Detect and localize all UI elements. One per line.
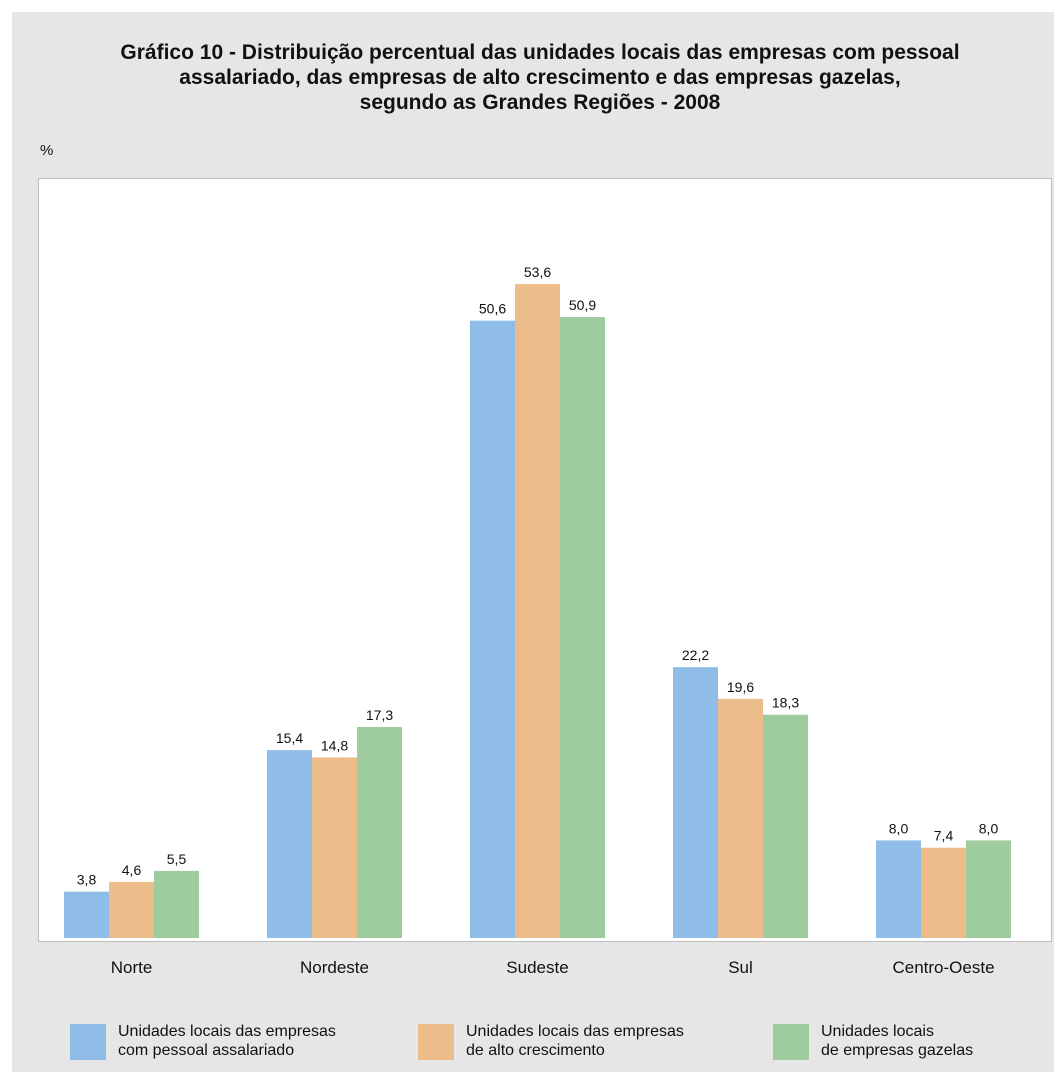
category-label-sul: Sul: [728, 958, 753, 977]
legend-label-line: com pessoal assalariado: [118, 1042, 295, 1059]
bar-sul-series-3: [763, 714, 808, 938]
bar-norte-series-1: [64, 891, 109, 938]
bar-chart: 3,8 4,6 5,5 15,4 14,8 17,3 50,6 53,6 50,9 22,2 19,…: [64, 264, 1011, 939]
data-label-centro-oeste-series-1: 8,0: [889, 820, 909, 836]
legend-swatch-orange: [418, 1024, 454, 1060]
category-label-norte: Norte: [110, 958, 153, 977]
data-label-norte-series-3: 5,5: [167, 851, 187, 867]
chart-title: Gráfico 10 - Distribuição percentual das…: [40, 40, 1040, 115]
bar-centro-oeste-series-3: [966, 840, 1011, 938]
data-label-sudeste-series-2: 53,6: [524, 264, 551, 280]
legend-item-pessoal-assalariado: Unidades locais das empresas com pessoal…: [70, 1022, 336, 1060]
bar-sul-series-1: [673, 667, 718, 938]
legend-label-line: Unidades locais das empresas: [466, 1023, 684, 1040]
bar-sudeste-series-2: [515, 284, 560, 939]
bar-norte-series-3: [154, 870, 199, 938]
chart-title-line-1: Gráfico 10 - Distribuição percentual das…: [120, 41, 960, 64]
data-label-sudeste-series-3: 50,9: [569, 297, 596, 313]
legend-item-alto-crescimento: Unidades locais das empresas de alto cre…: [418, 1022, 684, 1060]
legend-swatch-blue: [70, 1024, 106, 1060]
legend-label-alto-crescimento: Unidades locais das empresas de alto cre…: [466, 1022, 684, 1060]
data-label-nordeste-series-3: 17,3: [366, 707, 393, 723]
data-label-nordeste-series-2: 14,8: [321, 737, 348, 753]
bar-centro-oeste-series-1: [876, 840, 921, 938]
data-label-norte-series-2: 4,6: [122, 862, 142, 878]
bar-sudeste-series-1: [470, 320, 515, 938]
data-label-sudeste-series-1: 50,6: [479, 301, 506, 317]
data-label-norte-series-1: 3,8: [77, 872, 97, 888]
legend-label-line: Unidades locais das empresas: [118, 1023, 336, 1040]
bar-sul-series-2: [718, 698, 763, 938]
category-label-centro-oeste: Centro-Oeste: [892, 958, 995, 977]
y-axis-unit-label: %: [40, 142, 54, 159]
data-label-centro-oeste-series-3: 8,0: [979, 820, 999, 836]
legend-label-pessoal-assalariado: Unidades locais das empresas com pessoal…: [118, 1022, 336, 1060]
chart-title-line-3: segundo as Grandes Regiões - 2008: [359, 91, 721, 114]
bar-norte-series-2: [109, 881, 154, 938]
data-label-centro-oeste-series-2: 7,4: [934, 828, 954, 844]
category-label-sudeste: Sudeste: [506, 958, 569, 977]
legend-label-line: Unidades locais: [821, 1023, 934, 1040]
legend-item-gazelas: Unidades locais de empresas gazelas: [773, 1022, 973, 1060]
legend-label-line: de alto crescimento: [466, 1042, 605, 1059]
data-label-sul-series-2: 19,6: [727, 679, 754, 695]
bar-sudeste-series-3: [560, 317, 605, 938]
data-label-sul-series-1: 22,2: [682, 647, 709, 663]
legend: Unidades locais das empresas com pessoal…: [0, 1022, 1054, 1082]
bar-nordeste-series-1: [267, 750, 312, 938]
data-label-sul-series-3: 18,3: [772, 695, 799, 711]
chart-title-line-2: assalariado, das empresas de alto cresci…: [179, 66, 901, 89]
category-label-nordeste: Nordeste: [300, 958, 369, 977]
legend-label-gazelas: Unidades locais de empresas gazelas: [821, 1022, 973, 1060]
legend-label-line: de empresas gazelas: [821, 1042, 974, 1059]
bar-centro-oeste-series-2: [921, 847, 966, 938]
legend-swatch-green: [773, 1024, 809, 1060]
bar-nordeste-series-2: [312, 757, 357, 938]
bar-nordeste-series-3: [357, 726, 402, 938]
data-label-nordeste-series-1: 15,4: [276, 730, 303, 746]
